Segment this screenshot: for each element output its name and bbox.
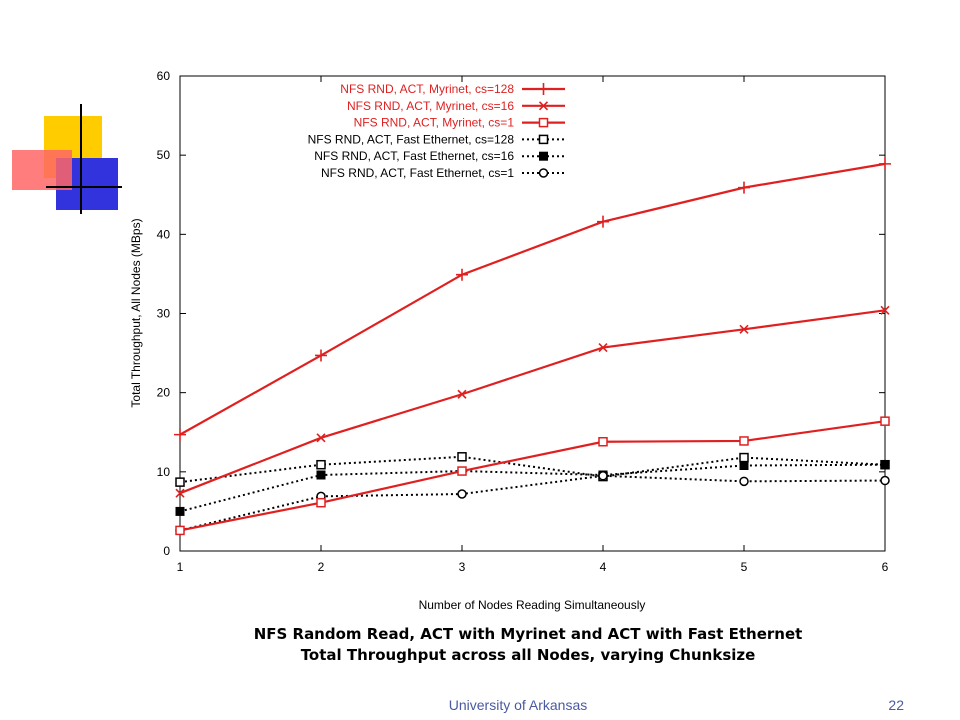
- series-3: [175, 416, 890, 536]
- marker-circle-open: [457, 489, 467, 499]
- y-tick-label: 60: [157, 69, 171, 83]
- y-tick-label: 20: [157, 386, 171, 400]
- series-2: [175, 305, 890, 498]
- marker-cross: [598, 342, 608, 353]
- series-line: [179, 162, 886, 436]
- legend-label: NFS RND, ACT, Myrinet, cs=16: [347, 99, 514, 113]
- series-6: [175, 471, 890, 536]
- marker-cross: [457, 389, 467, 399]
- legend-label: NFS RND, ACT, Myrinet, cs=128: [340, 82, 514, 96]
- marker-plus: [456, 268, 468, 281]
- marker-square-filled: [880, 460, 890, 470]
- x-tick-label: 4: [600, 560, 607, 574]
- series-line: [179, 455, 886, 484]
- footer-page-number: 22: [888, 697, 904, 713]
- red-gradient-square: [12, 150, 72, 190]
- marker-circle-open: [538, 168, 549, 178]
- y-tick-label: 10: [157, 465, 171, 479]
- y-axis-label: Total Throughput, All Nodes (MBps): [129, 218, 143, 407]
- legend-label: NFS RND, ACT, Fast Ethernet, cs=1: [321, 166, 514, 180]
- caption-line-1: NFS Random Read, ACT with Myrinet and AC…: [253, 625, 803, 643]
- marker-circle-open: [598, 471, 608, 481]
- slide-caption: NFS Random Read, ACT with Myrinet and AC…: [0, 624, 960, 666]
- series-line: [179, 420, 886, 532]
- y-tick-label: 30: [157, 307, 171, 321]
- marker-plus: [879, 157, 891, 170]
- x-tick-label: 6: [882, 560, 889, 574]
- marker-square-open: [457, 452, 467, 462]
- x-tick-label: 2: [318, 560, 325, 574]
- x-tick-label: 5: [741, 560, 748, 574]
- series-line: [179, 309, 886, 495]
- marker-square-filled: [175, 506, 185, 516]
- legend-label: NFS RND, ACT, Myrinet, cs=1: [354, 116, 515, 130]
- marker-cross: [880, 305, 890, 315]
- marker-square-open: [316, 497, 326, 508]
- marker-plus: [174, 428, 186, 441]
- marker-plus: [738, 181, 750, 194]
- series-5: [175, 460, 890, 516]
- x-tick-label: 3: [459, 560, 466, 574]
- marker-cross: [175, 488, 185, 498]
- marker-square-open: [457, 466, 467, 476]
- marker-square-open: [739, 436, 749, 446]
- marker-circle-open: [880, 475, 890, 486]
- marker-cross: [538, 101, 549, 111]
- marker-square-open: [880, 416, 890, 426]
- decorative-squares-logo: [12, 104, 122, 214]
- marker-cross: [316, 433, 326, 443]
- y-tick-label: 0: [163, 544, 170, 558]
- caption-line-2: Total Throughput across all Nodes, varyi…: [300, 646, 756, 664]
- series-1: [174, 157, 891, 441]
- throughput-chart: 0 10 20 30 40 50 60 1 2 3 4 5 6 NFS RND, ACT, Myrine…: [129, 69, 891, 612]
- marker-plus: [537, 83, 550, 95]
- y-tick-label: 50: [157, 148, 171, 162]
- marker-circle-open: [739, 476, 749, 487]
- x-tick-label: 1: [177, 560, 184, 574]
- marker-square-open: [175, 525, 185, 536]
- legend-label: NFS RND, ACT, Fast Ethernet, cs=128: [308, 132, 515, 146]
- footer-organization: University of Arkansas: [448, 697, 588, 713]
- marker-square-open: [175, 477, 185, 487]
- marker-square-open: [598, 437, 608, 447]
- marker-plus: [597, 215, 609, 228]
- marker-square-filled: [316, 470, 326, 480]
- marker-square-filled: [739, 461, 749, 470]
- series-line: [179, 463, 886, 513]
- chart-series: [174, 157, 891, 536]
- series-line: [179, 474, 886, 532]
- legend-label: NFS RND, ACT, Fast Ethernet, cs=16: [314, 149, 514, 163]
- plot-frame: [179, 75, 886, 552]
- marker-square-open: [316, 459, 326, 470]
- series-4: [175, 452, 890, 487]
- chart-axes: 0 10 20 30 40 50 60 1 2 3 4 5 6: [157, 69, 889, 574]
- y-tick-label: 40: [157, 227, 171, 241]
- marker-square-open: [538, 134, 549, 145]
- marker-square-open: [538, 117, 549, 128]
- marker-square-filled: [539, 151, 548, 161]
- marker-cross: [739, 324, 749, 334]
- marker-square-open: [739, 452, 749, 463]
- chart-legend: NFS RND, ACT, Myrinet, cs=128 NFS RND, AC…: [308, 82, 565, 180]
- x-axis-label: Number of Nodes Reading Simultaneously: [419, 598, 646, 612]
- marker-plus: [315, 349, 327, 362]
